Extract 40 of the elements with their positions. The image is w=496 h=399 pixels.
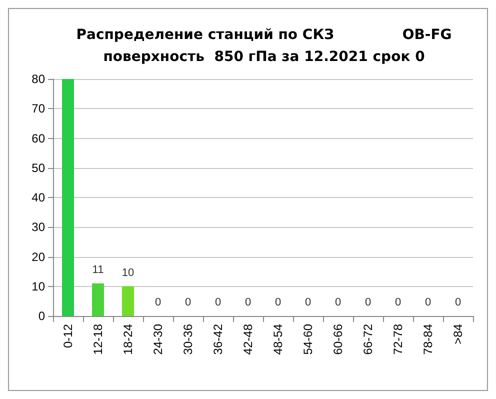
data-label: 0 (154, 296, 162, 308)
x-tick-label: 66-72 (361, 324, 375, 355)
y-tick-label: 20 (32, 250, 46, 264)
y-tick-label: 10 (32, 279, 46, 294)
x-tick-label: 24-30 (151, 324, 165, 355)
y-tick-label: 50 (32, 160, 46, 175)
x-tick-label: 30-36 (181, 324, 195, 355)
x-tick-label: 48-54 (271, 324, 285, 355)
y-tick-label: 40 (32, 190, 46, 204)
x-tick-label: 18-24 (121, 324, 135, 355)
x-tick-label: 12-18 (91, 324, 105, 355)
x-tick-label: 54-60 (301, 324, 315, 355)
x-tick-label: 60-66 (331, 324, 345, 355)
y-tick-label: 80 (32, 72, 46, 86)
data-label: 0 (274, 296, 282, 308)
x-tick-label: >84 (451, 324, 465, 344)
data-label: 11 (92, 264, 104, 276)
y-tick-label: 0 (38, 309, 46, 323)
data-label: 0 (424, 296, 432, 308)
y-tick-label: 60 (32, 131, 46, 146)
bar (62, 79, 74, 316)
data-label: 0 (304, 296, 312, 308)
x-tick-label: 72-78 (391, 324, 405, 355)
data-label: 0 (184, 296, 192, 308)
y-tick-label: 30 (32, 220, 46, 234)
x-tick-label: 36-42 (211, 324, 225, 355)
bar (122, 286, 134, 316)
x-tick-label: 78-84 (421, 324, 435, 355)
y-tick-label: 70 (32, 102, 46, 116)
data-label: 0 (364, 296, 372, 308)
data-label: 0 (214, 296, 222, 308)
data-label: 0 (334, 296, 342, 308)
chart-title: Распределение станций по СКЗ OB-FG поверхность 850 гПа за 12.2021 срок 0 (76, 27, 452, 65)
data-label: 0 (454, 296, 462, 308)
data-label: 0 (394, 296, 402, 308)
bar (92, 283, 104, 316)
x-tick-label: 42-48 (241, 324, 255, 355)
data-label: 10 (122, 266, 134, 279)
x-tick-label: 0-12 (61, 324, 75, 348)
data-label: 0 (244, 296, 252, 308)
